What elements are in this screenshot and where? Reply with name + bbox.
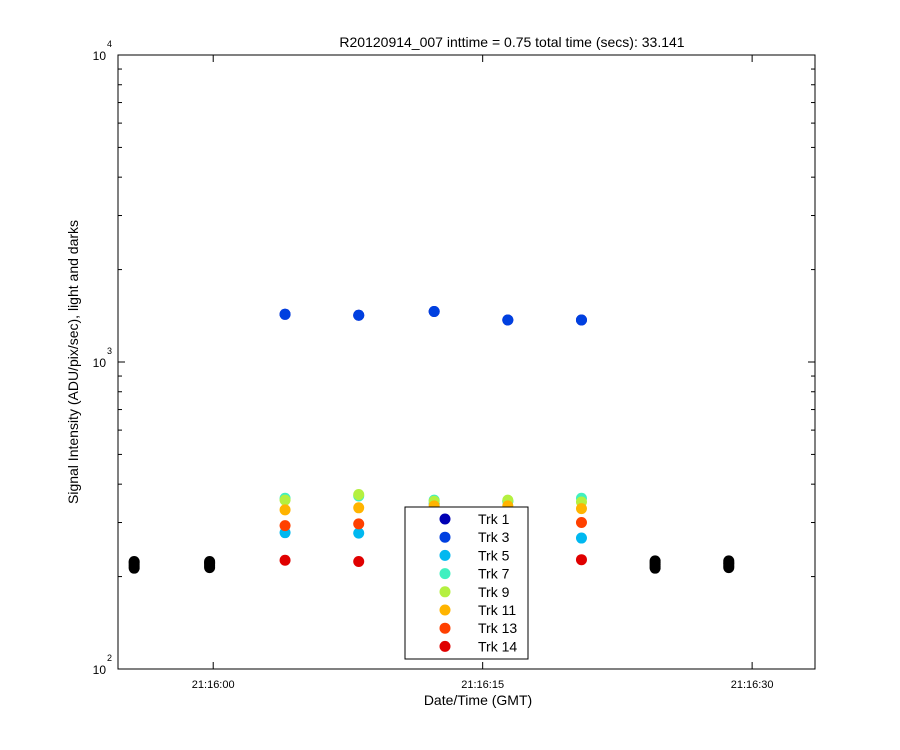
data-point [353, 555, 365, 567]
data-point [279, 520, 291, 532]
data-point [279, 494, 291, 506]
legend-marker [439, 586, 451, 598]
data-point [279, 308, 291, 320]
dark-point [649, 555, 661, 567]
legend-label: Trk 1 [478, 511, 510, 527]
data-point [575, 532, 587, 544]
legend-marker [439, 604, 451, 616]
legend-marker [439, 640, 451, 652]
data-point [279, 554, 291, 566]
legend-marker [439, 622, 451, 634]
y-tick-exponent: 2 [107, 653, 112, 663]
data-point [575, 517, 587, 529]
dark-point [128, 555, 140, 567]
x-tick-label: 21:16:00 [192, 679, 235, 691]
y-tick-exponent: 3 [107, 346, 112, 356]
y-tick-exponent: 4 [107, 39, 112, 49]
legend-label: Trk 9 [478, 584, 510, 600]
legend-marker [439, 549, 451, 561]
legend-label: Trk 7 [478, 566, 510, 582]
y-tick-label: 10 [93, 663, 107, 677]
data-point [502, 314, 514, 326]
data-point [353, 518, 365, 530]
data-point [428, 306, 440, 318]
legend-marker [439, 531, 451, 543]
legend-label: Trk 3 [478, 529, 510, 545]
legend-label: Trk 11 [478, 602, 516, 618]
data-point [279, 504, 291, 516]
data-point [575, 503, 587, 515]
legend-label: Trk 14 [478, 638, 517, 654]
y-axis-label: Signal Intensity (ADU/pix/sec), light an… [65, 220, 81, 504]
dark-point [723, 555, 735, 567]
data-point [575, 314, 587, 326]
data-point [353, 489, 365, 501]
legend-marker [439, 513, 451, 525]
data-point [575, 554, 587, 566]
chart-title: R20120914_007 inttime = 0.75 total time … [339, 34, 684, 50]
dark-point [204, 555, 216, 567]
legend: Trk 1 Trk 3 Trk 5 Trk 7 Trk 9 Trk 11 Trk 13 Trk… [404, 506, 529, 660]
legend-label: Trk 13 [478, 620, 517, 636]
data-point [353, 502, 365, 514]
data-point [353, 527, 365, 539]
y-tick-label: 10 [93, 356, 107, 370]
data-point [353, 309, 365, 321]
x-tick-label: 21:16:30 [731, 679, 774, 691]
x-axis-label: Date/Time (GMT) [424, 692, 532, 708]
legend-box [404, 506, 529, 660]
legend-marker [439, 568, 451, 580]
legend-label: Trk 5 [478, 547, 510, 563]
y-tick-label: 10 [93, 49, 107, 63]
x-tick-label: 21:16:15 [461, 679, 504, 691]
